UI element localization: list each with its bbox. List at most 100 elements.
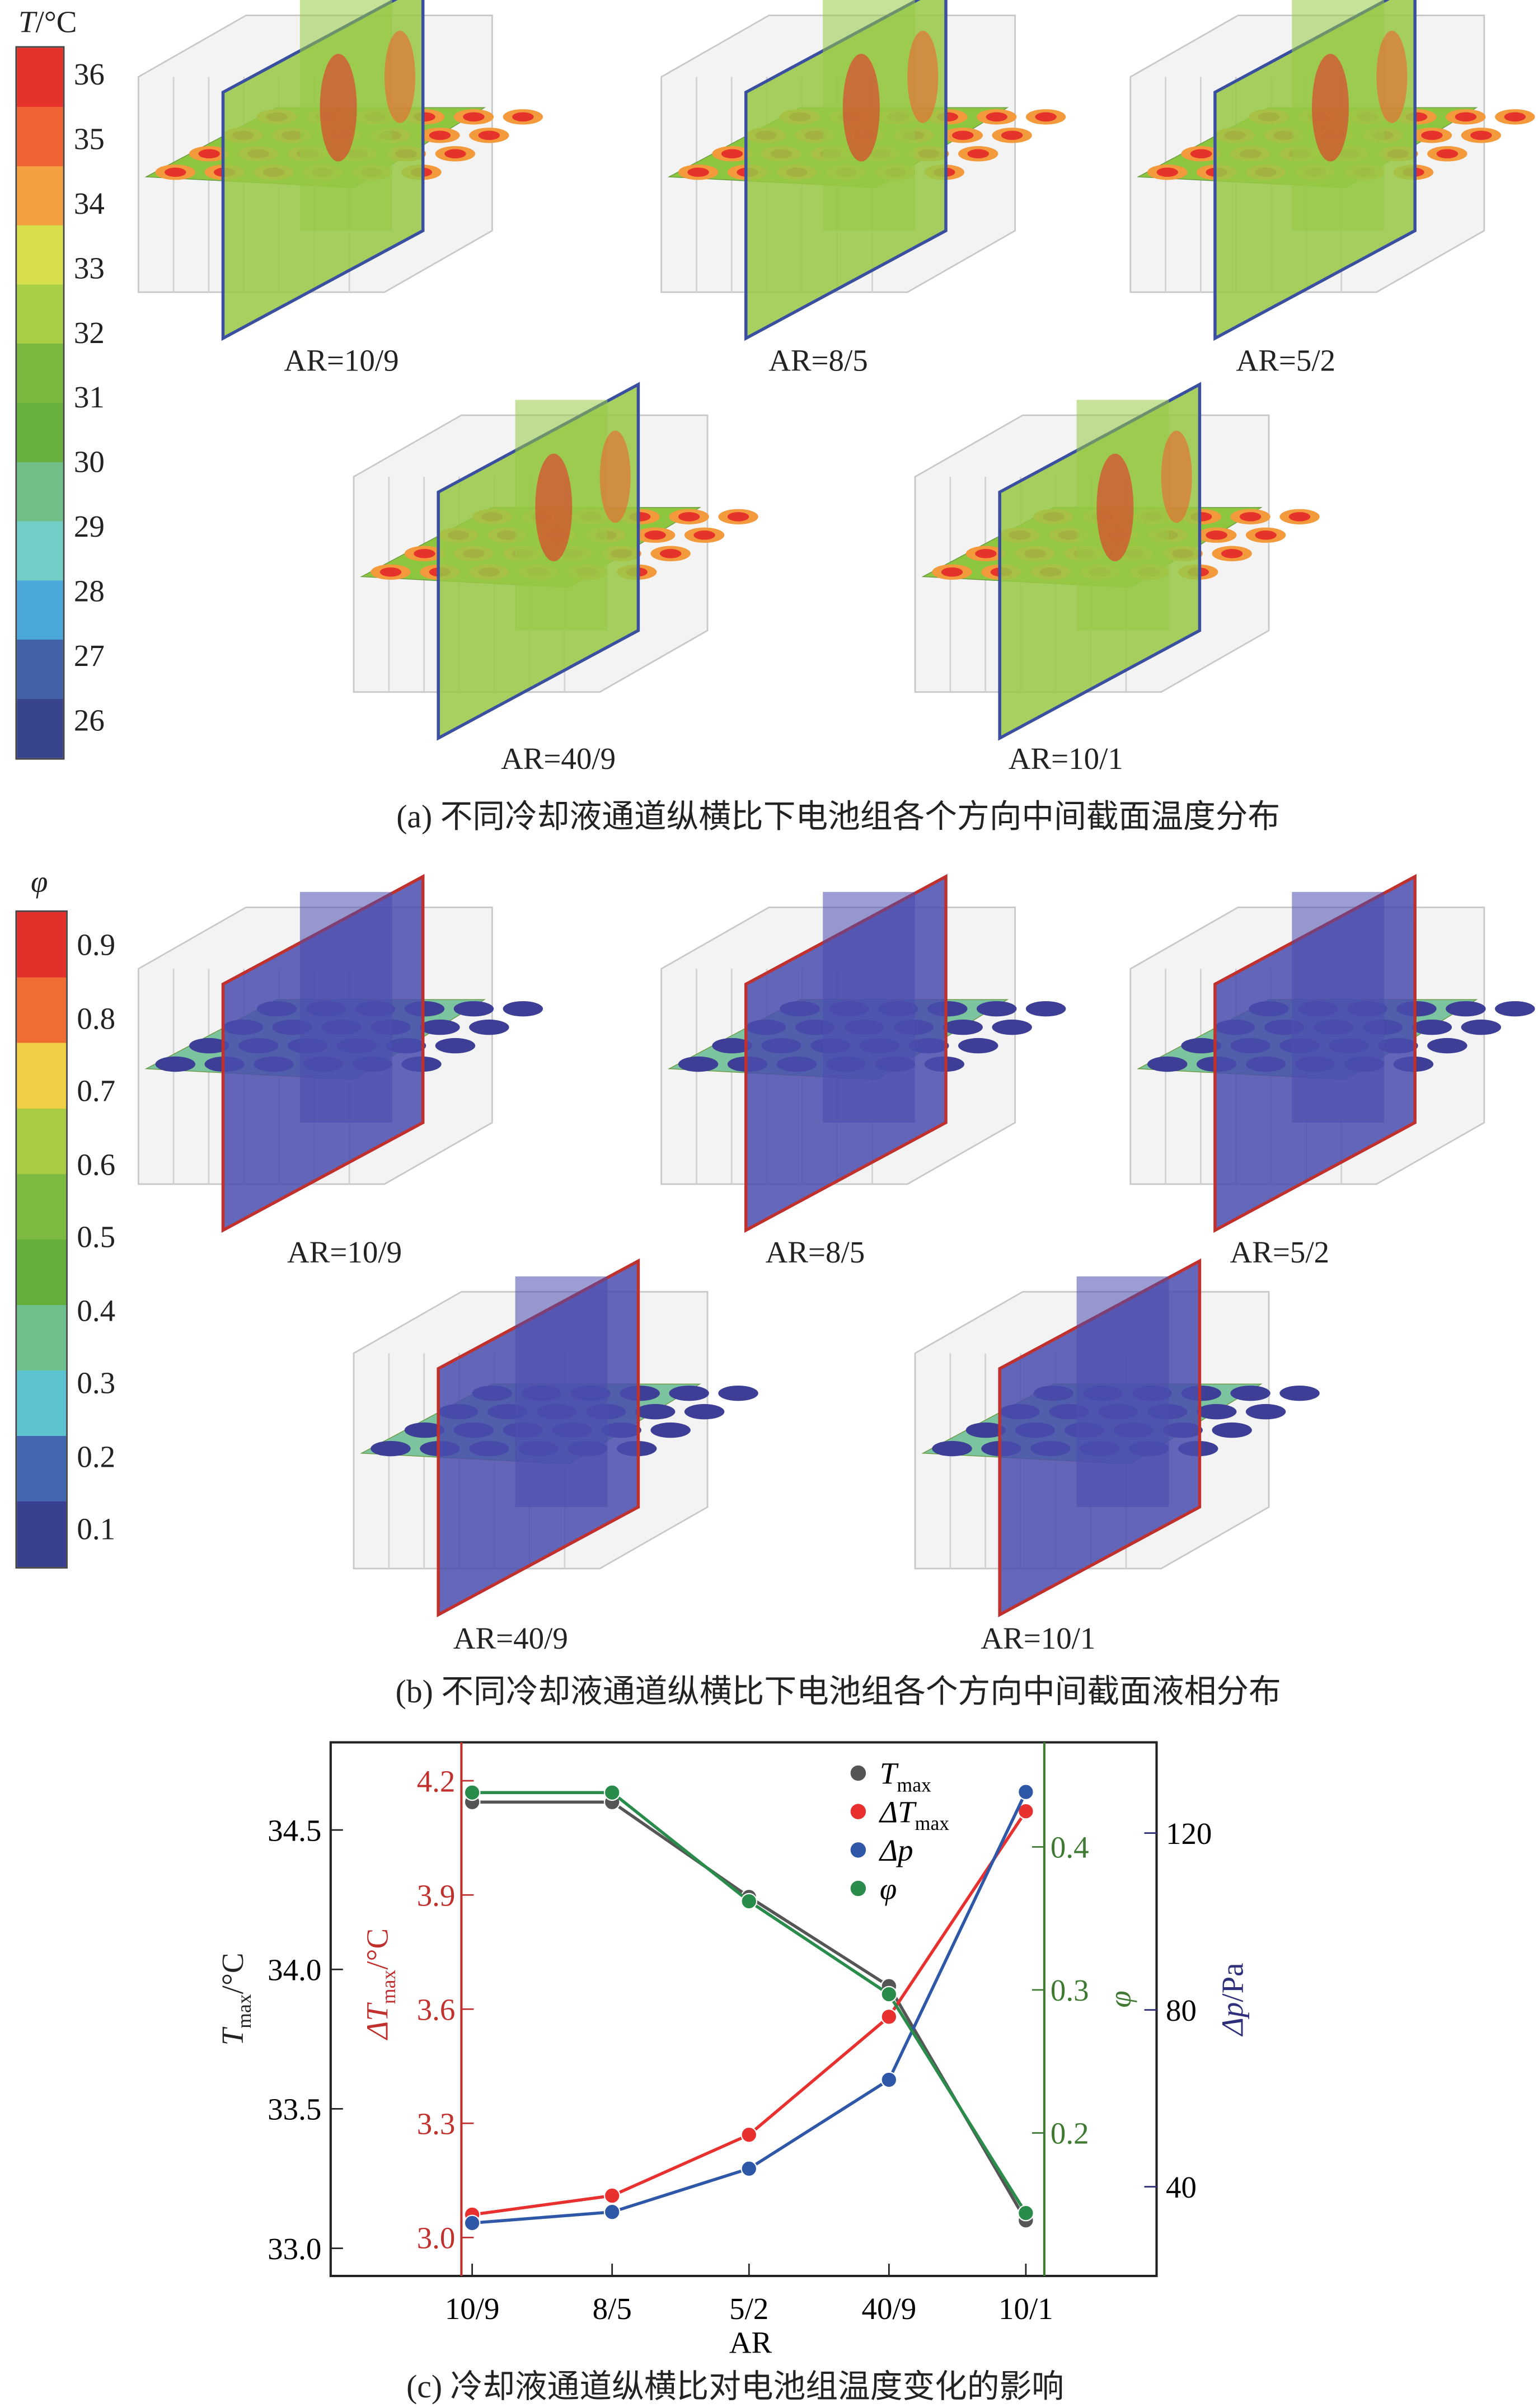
cell-solid <box>435 1038 476 1054</box>
cell-solid <box>371 1440 411 1457</box>
cell-solid <box>1427 1038 1467 1054</box>
chart-c: 34.5 34.0 33.5 33.0 4.2 3.9 3.6 3.3 3.0 0.4 0.3 0.2… <box>215 1741 1249 2359</box>
cell-core <box>512 112 534 122</box>
hotspot <box>320 54 357 162</box>
dtmax-tick-label: 3.6 <box>417 1992 456 2026</box>
battery-pack-render <box>353 382 758 741</box>
colorbar-tick-label: 32 <box>73 317 105 351</box>
battery-pack-render <box>1129 874 1535 1233</box>
cell-core <box>1470 130 1492 140</box>
cell-core <box>727 512 749 522</box>
render-label: AR=40/9 <box>500 743 616 777</box>
render-label: AR=10/1 <box>1008 743 1123 777</box>
data-point <box>603 2203 621 2221</box>
cell-core <box>1421 130 1443 140</box>
cell-core <box>1035 112 1057 122</box>
cell-solid <box>958 1038 998 1054</box>
render-label: AR=10/1 <box>981 1622 1096 1656</box>
tmax-axis-label: Tmax/°C <box>215 1952 255 2045</box>
tmax-tick-label: 33.0 <box>268 2232 321 2266</box>
battery-pack-render <box>1129 0 1535 341</box>
colorbar-tick-label: 29 <box>73 510 105 545</box>
colorbar-tick-label: 27 <box>73 640 105 674</box>
cell-solid <box>992 1019 1032 1035</box>
data-point <box>740 2160 758 2177</box>
data-point <box>463 1784 481 1801</box>
dtmax-tick-label: 3.0 <box>417 2221 456 2255</box>
cell-solid <box>1495 1001 1535 1017</box>
legend-marker <box>850 1880 866 1897</box>
cell-solid <box>1446 1001 1486 1017</box>
cell-solid <box>669 1385 709 1401</box>
caption-a: (a) 不同冷却液通道纵横比下电池组各个方向中间截面温度分布 <box>396 798 1281 835</box>
cell-core <box>1255 531 1277 540</box>
cell-solid <box>1412 1019 1452 1035</box>
render-label: AR=8/5 <box>765 1236 865 1270</box>
data-point <box>463 2214 481 2232</box>
hotspot <box>1161 430 1192 523</box>
cell-core <box>693 531 715 540</box>
legend-marker <box>850 1804 866 1819</box>
cell-core <box>1455 112 1477 122</box>
x-tick-label: 10/1 <box>998 2292 1053 2326</box>
x-tick-label: 10/9 <box>445 2292 500 2326</box>
legend-entry: φ <box>880 1872 897 1906</box>
colorbar-tick-label: 0.2 <box>77 1440 116 1474</box>
colorbar-tick-label: 30 <box>73 445 105 480</box>
phi-tick-label: 0.3 <box>1051 1973 1089 2007</box>
cell-core <box>687 167 709 177</box>
cell-core <box>1504 112 1526 122</box>
cell-solid <box>1245 1404 1286 1420</box>
cell-solid <box>189 1038 229 1054</box>
data-point <box>880 2071 898 2088</box>
colorbar-a-title: T/°C <box>18 6 77 40</box>
colorbar-tick-label: 31 <box>73 381 105 415</box>
cell-core <box>1221 549 1243 558</box>
cell-core <box>721 149 743 159</box>
battery-pack-render <box>660 0 1066 341</box>
dp-axis-label: Δp/Pa <box>1215 1963 1249 2036</box>
colorbar-tick-label: 0.9 <box>77 928 116 963</box>
render-label: AR=5/2 <box>1230 1236 1330 1270</box>
cell-core <box>678 512 700 522</box>
cell-core <box>1190 149 1212 159</box>
cell-solid <box>1181 1038 1221 1054</box>
data-point <box>740 1893 758 1910</box>
x-axis-label: AR <box>729 2325 772 2359</box>
cell-solid <box>718 1385 758 1401</box>
cell-solid <box>469 1019 509 1035</box>
phi-tick-label: 0.4 <box>1051 1830 1089 1865</box>
cell-core <box>659 549 682 558</box>
colorbar-tick-label: 28 <box>73 575 105 609</box>
cell-solid <box>503 1001 543 1017</box>
cell-core <box>463 112 485 122</box>
dtmax-tick-label: 4.2 <box>417 1764 456 1798</box>
data-point <box>1017 2204 1034 2222</box>
cell-core <box>444 149 466 159</box>
series-line <box>472 1791 1028 2225</box>
render-label: AR=8/5 <box>768 344 868 379</box>
cell-solid <box>1461 1019 1502 1035</box>
dp-tick-label: 40 <box>1166 2170 1197 2204</box>
battery-pack-render <box>914 1258 1320 1618</box>
legend-marker <box>850 1842 866 1858</box>
data-point <box>880 2008 898 2025</box>
series-line <box>472 1810 1028 2217</box>
hotspot <box>1312 54 1349 162</box>
cell-core <box>1001 130 1023 140</box>
data-point <box>603 2187 621 2204</box>
cell-core <box>952 130 974 140</box>
cell-solid <box>932 1440 972 1457</box>
caption-c: (c) 冷却液通道纵横比对电池组温度变化的影响 <box>406 2368 1065 2405</box>
render-label: AR=10/9 <box>287 1236 402 1270</box>
data-point <box>880 1985 898 2003</box>
cell-solid <box>1279 1385 1320 1401</box>
cell-core <box>414 549 435 558</box>
cell-solid <box>678 1056 719 1072</box>
caption-b: (b) 不同冷却液通道纵横比下电池组各个方向中间截面液相分布 <box>395 1673 1281 1710</box>
colorbar-tick-label: 0.8 <box>77 1002 116 1036</box>
x-tick-label: 40/9 <box>861 2292 916 2326</box>
colorbar-tick-label: 0.4 <box>77 1294 116 1328</box>
cell-solid <box>155 1056 195 1072</box>
